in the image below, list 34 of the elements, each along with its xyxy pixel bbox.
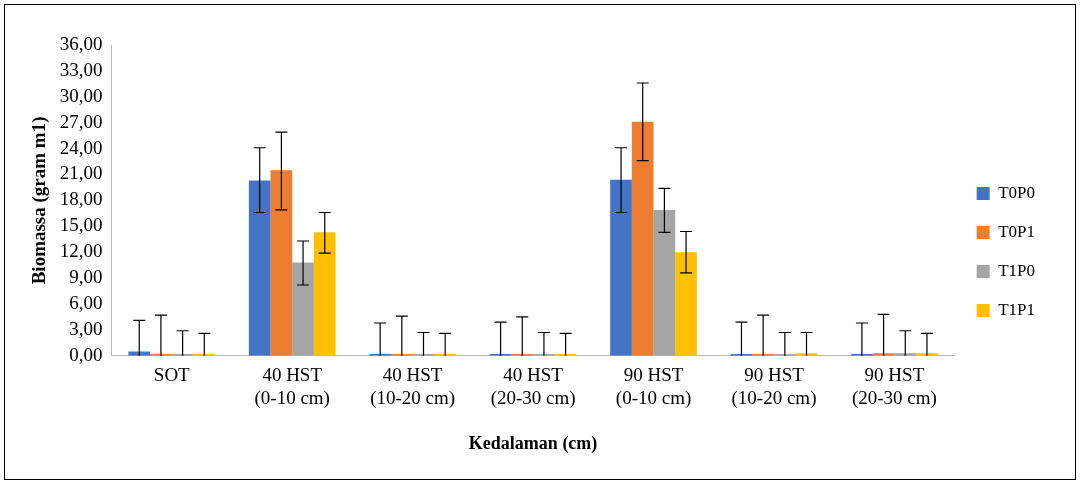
bar — [631, 121, 654, 356]
y-tick-label: 36,00 — [59, 32, 103, 54]
bar — [675, 252, 697, 356]
x-tick-label: 90 HST (20-30 cm) — [851, 364, 937, 409]
legend-label: T1P0 — [998, 260, 1035, 280]
y-tick-label: 15,00 — [59, 214, 103, 236]
legend-label: T0P1 — [998, 221, 1035, 241]
bar — [248, 180, 271, 356]
y-tick-label: 27,00 — [59, 110, 103, 132]
y-tick-label: 21,00 — [59, 162, 103, 184]
x-tick-label: 90 HST (0-10 cm) — [615, 364, 692, 409]
y-tick-label: 18,00 — [59, 188, 103, 210]
bar — [313, 232, 336, 356]
x-tick-label: 40 HST (20-30 cm) — [490, 364, 576, 409]
x-tick-label: SOT — [153, 364, 191, 386]
bar — [292, 262, 314, 356]
y-tick-label: 3,00 — [69, 317, 103, 339]
x-tick-label: 40 HST (10-20 cm) — [370, 364, 456, 409]
y-tick-label: 33,00 — [59, 58, 103, 80]
y-tick-label: 0,00 — [69, 343, 103, 365]
y-tick-label: 30,00 — [59, 84, 103, 106]
y-axis-title: Biomassa (gram m1) — [28, 116, 51, 285]
y-tick-label: 12,00 — [59, 240, 103, 262]
bar — [653, 209, 676, 356]
y-tick-label: 24,00 — [59, 136, 103, 158]
bar — [270, 170, 293, 356]
y-tick-label: 6,00 — [69, 291, 103, 313]
x-tick-label: 90 HST (10-20 cm) — [731, 364, 817, 409]
legend-label: T0P0 — [998, 182, 1035, 202]
x-tick-label: 40 HST (0-10 cm) — [254, 364, 330, 409]
x-axis-title: Kedalaman (cm) — [468, 432, 598, 454]
legend-label: T1P1 — [998, 299, 1035, 319]
bar — [610, 179, 632, 356]
y-tick-label: 9,00 — [69, 266, 103, 288]
